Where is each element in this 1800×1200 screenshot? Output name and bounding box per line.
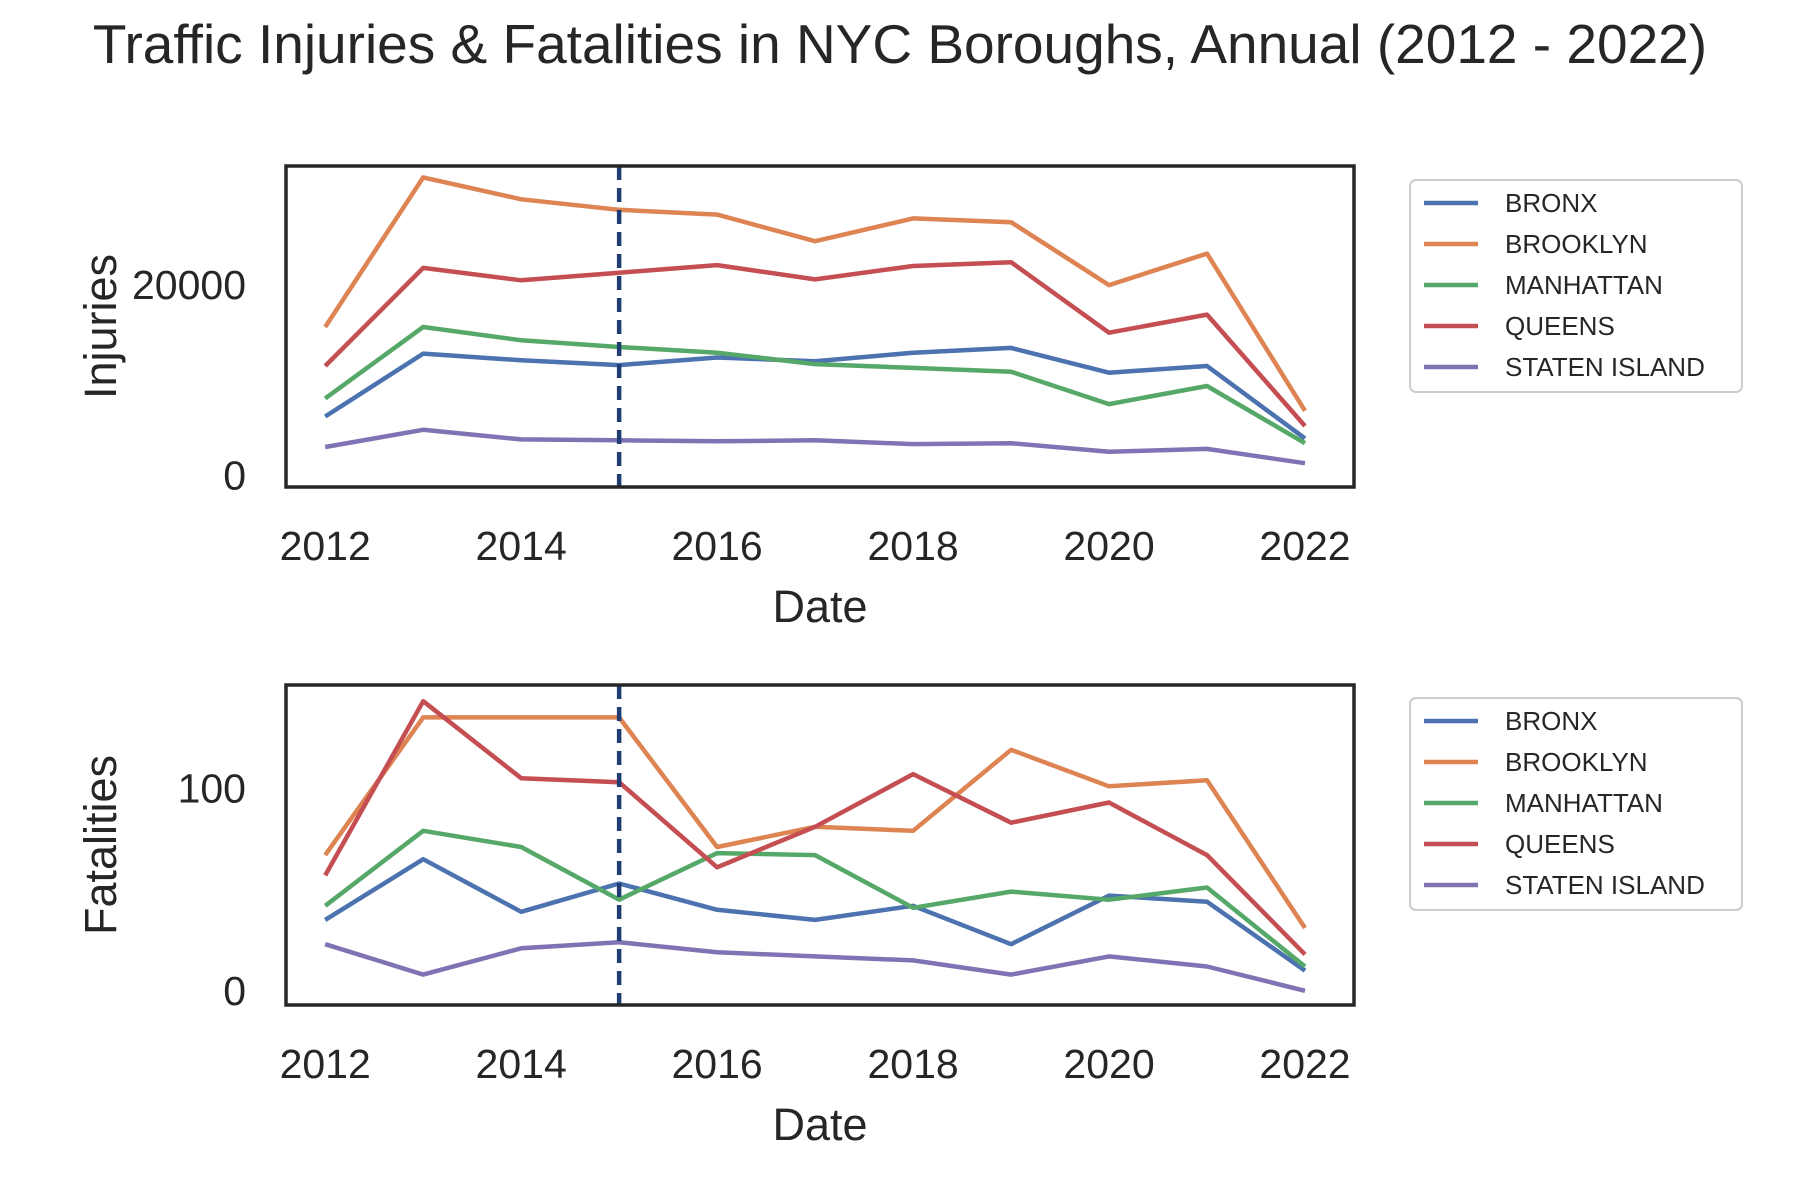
legend-label: BROOKLYN — [1505, 747, 1648, 777]
x-tick-label: 2020 — [1063, 1041, 1154, 1087]
x-tick-label: 2016 — [672, 1041, 763, 1087]
series-line-queens — [323, 259, 1307, 428]
y-tick-label: 0 — [223, 968, 246, 1014]
legend-label: BRONX — [1505, 188, 1597, 218]
x-axis-label: Date — [772, 1099, 867, 1150]
legend-label: MANHATTAN — [1505, 788, 1663, 818]
x-tick-label: 2014 — [476, 523, 567, 569]
x-tick-label: 2020 — [1063, 523, 1154, 569]
y-tick-label: 100 — [178, 765, 246, 811]
series-line-manhattan — [323, 828, 1307, 969]
series-line-brooklyn — [323, 175, 1307, 412]
legend-box — [1409, 697, 1743, 911]
series-line-manhattan — [323, 324, 1307, 446]
x-tick-label: 2018 — [867, 1041, 958, 1087]
panel-injuries: 2012 2014 2016 2018 2020 2022 0 20000 Date Injuri… — [75, 164, 1743, 632]
legend-label: STATEN ISLAND — [1505, 870, 1705, 900]
series-line-staten-island — [324, 939, 1306, 993]
legend: BRONX BROOKLYN MANHATTAN QUEENS STATEN ISLAN… — [1409, 179, 1743, 393]
x-tick-label: 2012 — [280, 523, 371, 569]
series-line-bronx — [324, 856, 1307, 973]
legend-label: BRONX — [1505, 706, 1597, 736]
y-tick-label: 0 — [223, 453, 246, 499]
axes-frame — [284, 164, 1356, 489]
y-axis-label: Fatalities — [75, 755, 126, 935]
series-line-bronx — [323, 345, 1307, 441]
x-tick-label: 2018 — [867, 523, 958, 569]
legend-label: MANHATTAN — [1505, 270, 1663, 300]
legend-label: QUEENS — [1505, 829, 1615, 859]
axes-frame — [284, 683, 1356, 1007]
x-tick-label: 2012 — [280, 1041, 371, 1087]
legend-box — [1409, 179, 1743, 393]
legend-label: QUEENS — [1505, 311, 1615, 341]
legend: BRONX BROOKLYN MANHATTAN QUEENS STATEN ISLAN… — [1409, 697, 1743, 911]
y-tick-label: 20000 — [132, 262, 246, 308]
chart-title: Traffic Injuries & Fatalities in NYC Bor… — [92, 13, 1708, 75]
legend-label: BROOKLYN — [1505, 229, 1648, 259]
series-line-queens — [323, 698, 1307, 956]
x-tick-label: 2014 — [476, 1041, 567, 1087]
panel-fatalities: 2012 2014 2016 2018 2020 2022 0 100 Date Fataliti… — [75, 683, 1743, 1150]
legend-label: STATEN ISLAND — [1505, 352, 1705, 382]
y-axis-label: Injuries — [75, 254, 126, 399]
x-tick-label: 2022 — [1259, 523, 1350, 569]
series-line-staten-island — [324, 427, 1306, 466]
x-tick-label: 2016 — [672, 523, 763, 569]
x-tick-label: 2022 — [1259, 1041, 1350, 1087]
x-axis-label: Date — [772, 581, 867, 632]
